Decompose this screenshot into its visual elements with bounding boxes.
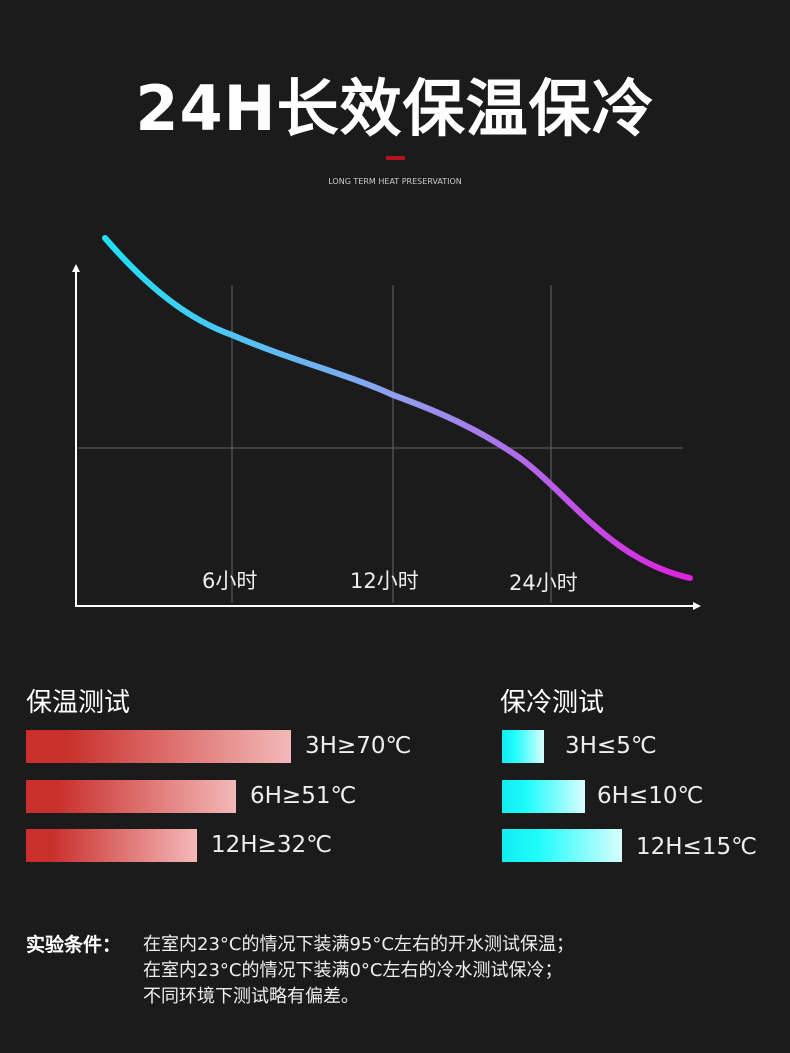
conditions-text: 在室内23°C的情况下装满95°C左右的开水测试保温； 在室内23°C的情况下装…	[143, 932, 574, 1010]
x-axis-arrow	[693, 602, 701, 610]
hot-bar-3h	[26, 730, 291, 763]
hot-bar-6h	[26, 780, 236, 813]
cold-label-3h: 3H≤5℃	[565, 733, 657, 759]
cold-bar-12h	[502, 829, 622, 862]
condition-line: 在室内23°C的情况下装满95°C左右的开水测试保温；	[143, 934, 574, 955]
x-tick-12h: 12小时	[350, 569, 419, 593]
hot-label-6h: 6H≥51℃	[250, 783, 357, 809]
cold-test-title: 保冷测试	[500, 688, 605, 718]
x-tick-6h: 6小时	[202, 569, 258, 593]
x-tick-24h: 24小时	[509, 571, 578, 595]
cold-bar-6h	[502, 780, 585, 813]
temperature-curve-chart	[72, 235, 701, 610]
hot-label-3h: 3H≥70℃	[305, 733, 412, 759]
y-axis-arrow	[72, 264, 80, 272]
page-title: 24H长效保温保冷	[135, 72, 655, 145]
hot-bar-12h	[26, 829, 197, 862]
accent-divider	[386, 156, 405, 160]
page-subtitle: LONG TERM HEAT PRESERVATION	[328, 177, 462, 186]
hot-test-title: 保温测试	[26, 688, 131, 718]
condition-line: 在室内23°C的情况下装满0°C左右的冷水测试保冷；	[143, 960, 563, 981]
cold-bar-3h	[502, 730, 544, 763]
hot-label-12h: 12H≥32℃	[211, 832, 332, 858]
cold-label-12h: 12H≤15℃	[636, 834, 757, 860]
condition-line: 不同环境下测试略有偏差。	[143, 986, 359, 1007]
temperature-curve	[102, 235, 693, 581]
cold-label-6h: 6H≤10℃	[597, 783, 704, 809]
conditions-label: 实验条件：	[26, 934, 122, 956]
